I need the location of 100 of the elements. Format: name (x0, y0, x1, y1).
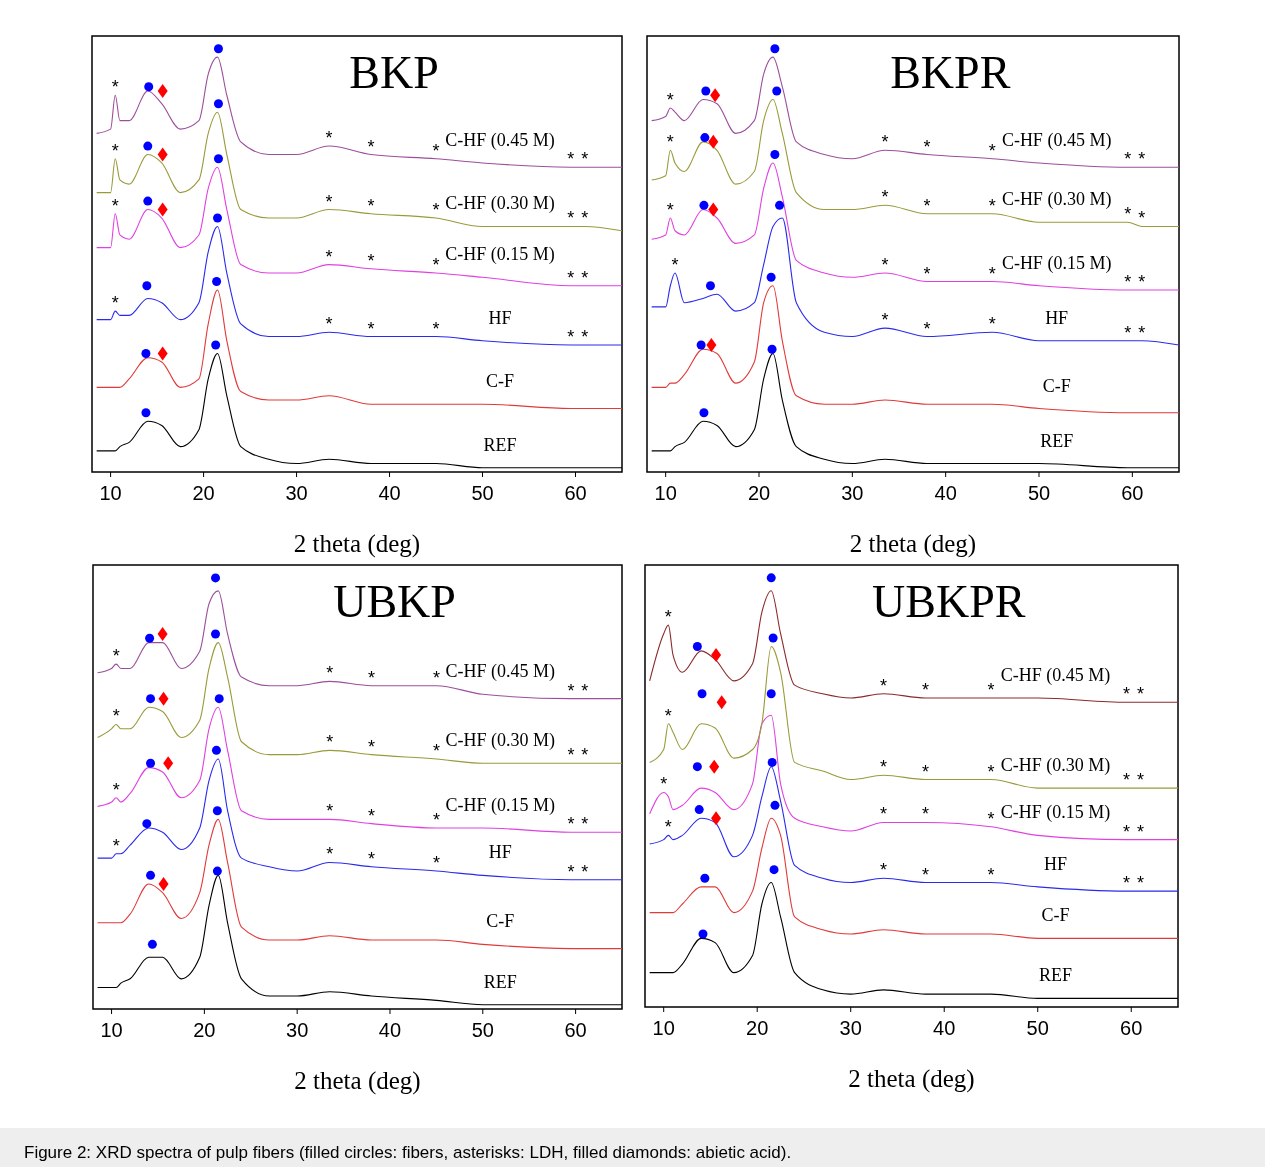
series-label: C-HF (0.15 M) (445, 244, 555, 266)
point (144, 82, 154, 92)
annotation: * (326, 801, 334, 822)
x-tick-label: 20 (192, 482, 215, 504)
series-label: C-F (1041, 905, 1070, 926)
annotation: * (666, 132, 674, 153)
x-tick-label: 40 (378, 482, 401, 504)
point (146, 758, 156, 768)
point (705, 281, 715, 291)
point (143, 141, 153, 151)
point (146, 694, 156, 704)
annotation: * (922, 864, 930, 885)
x-tick-label: 10 (654, 482, 677, 504)
annotation: * (987, 761, 995, 782)
series-label: C-HF (0.30 M) (1001, 189, 1112, 211)
x-tick-label: 50 (1027, 482, 1051, 504)
point (775, 200, 785, 210)
series-label: REF (1038, 965, 1072, 986)
annotation: * (326, 663, 334, 684)
point (692, 642, 702, 652)
point (770, 800, 780, 810)
point (142, 819, 152, 829)
series-label: HF (1043, 853, 1067, 874)
annotation: * (879, 860, 887, 881)
annotation: * (367, 805, 375, 826)
point (211, 745, 221, 755)
annotation: * (112, 646, 120, 667)
point (214, 694, 224, 704)
point (213, 44, 223, 54)
annotation: * (666, 200, 674, 221)
annotation: * (581, 327, 589, 348)
annotation: * (432, 318, 440, 339)
point (716, 695, 727, 710)
annotation: * (988, 140, 996, 161)
annotation: * (325, 191, 333, 212)
annotation: * (1137, 821, 1145, 842)
x-axis-title: 2 theta (deg) (294, 1067, 421, 1095)
point (141, 408, 151, 418)
annotation: * (567, 327, 575, 348)
point (212, 806, 222, 816)
annotation: * (567, 814, 575, 835)
annotation: * (325, 314, 333, 335)
series-label: HF (1045, 307, 1069, 328)
annotation: * (567, 267, 575, 288)
x-tick-label: 10 (99, 482, 122, 504)
annotation: * (923, 263, 931, 284)
point (157, 626, 168, 641)
annotation: * (567, 208, 575, 229)
point (767, 344, 777, 354)
annotation: * (664, 607, 672, 628)
point (211, 573, 221, 583)
series-label: C-F (1042, 375, 1071, 396)
x-tick-label: 10 (100, 1019, 123, 1041)
point (766, 689, 776, 699)
annotation: * (581, 680, 589, 701)
series-label: C-HF (0.30 M) (445, 730, 556, 752)
x-tick-label: 60 (564, 482, 587, 504)
x-tick-label: 30 (286, 1019, 309, 1041)
annotation: * (660, 774, 668, 795)
x-tick-label: 60 (1121, 482, 1144, 504)
annotation: * (1138, 149, 1146, 170)
annotation: * (111, 140, 119, 161)
annotation: * (881, 187, 889, 208)
annotation: * (881, 132, 889, 153)
point (213, 213, 223, 223)
chart-title: BKPR (890, 47, 1011, 98)
annotation: * (881, 255, 889, 276)
x-tick-label: 30 (285, 482, 308, 504)
x-tick-label: 30 (841, 482, 864, 504)
annotation: * (664, 817, 672, 838)
point (767, 757, 777, 767)
annotation: * (581, 861, 589, 882)
annotation: * (988, 195, 996, 216)
annotation: * (923, 195, 931, 216)
annotation: * (1138, 271, 1146, 292)
x-tick-label: 50 (1026, 1017, 1049, 1039)
annotation: * (987, 680, 995, 701)
annotation: * (922, 680, 930, 701)
point (699, 200, 709, 210)
annotation: * (367, 736, 375, 757)
point (213, 99, 223, 109)
point (708, 202, 719, 217)
point (700, 873, 710, 883)
point (158, 876, 169, 891)
annotation: * (325, 128, 333, 149)
point (698, 929, 708, 939)
series-label: REF (1040, 430, 1074, 451)
point (157, 202, 168, 217)
annotation: * (922, 804, 930, 825)
point (772, 86, 782, 96)
point (692, 762, 702, 772)
x-tick-label: 60 (564, 1019, 587, 1041)
point (768, 633, 778, 643)
point (766, 272, 776, 282)
point (696, 340, 706, 350)
annotation: * (111, 293, 119, 314)
chart-title: UBKPR (872, 576, 1026, 627)
x-tick-label: 20 (193, 1019, 216, 1041)
series-label: C-HF (0.45 M) (445, 129, 555, 151)
annotation: * (367, 136, 375, 157)
